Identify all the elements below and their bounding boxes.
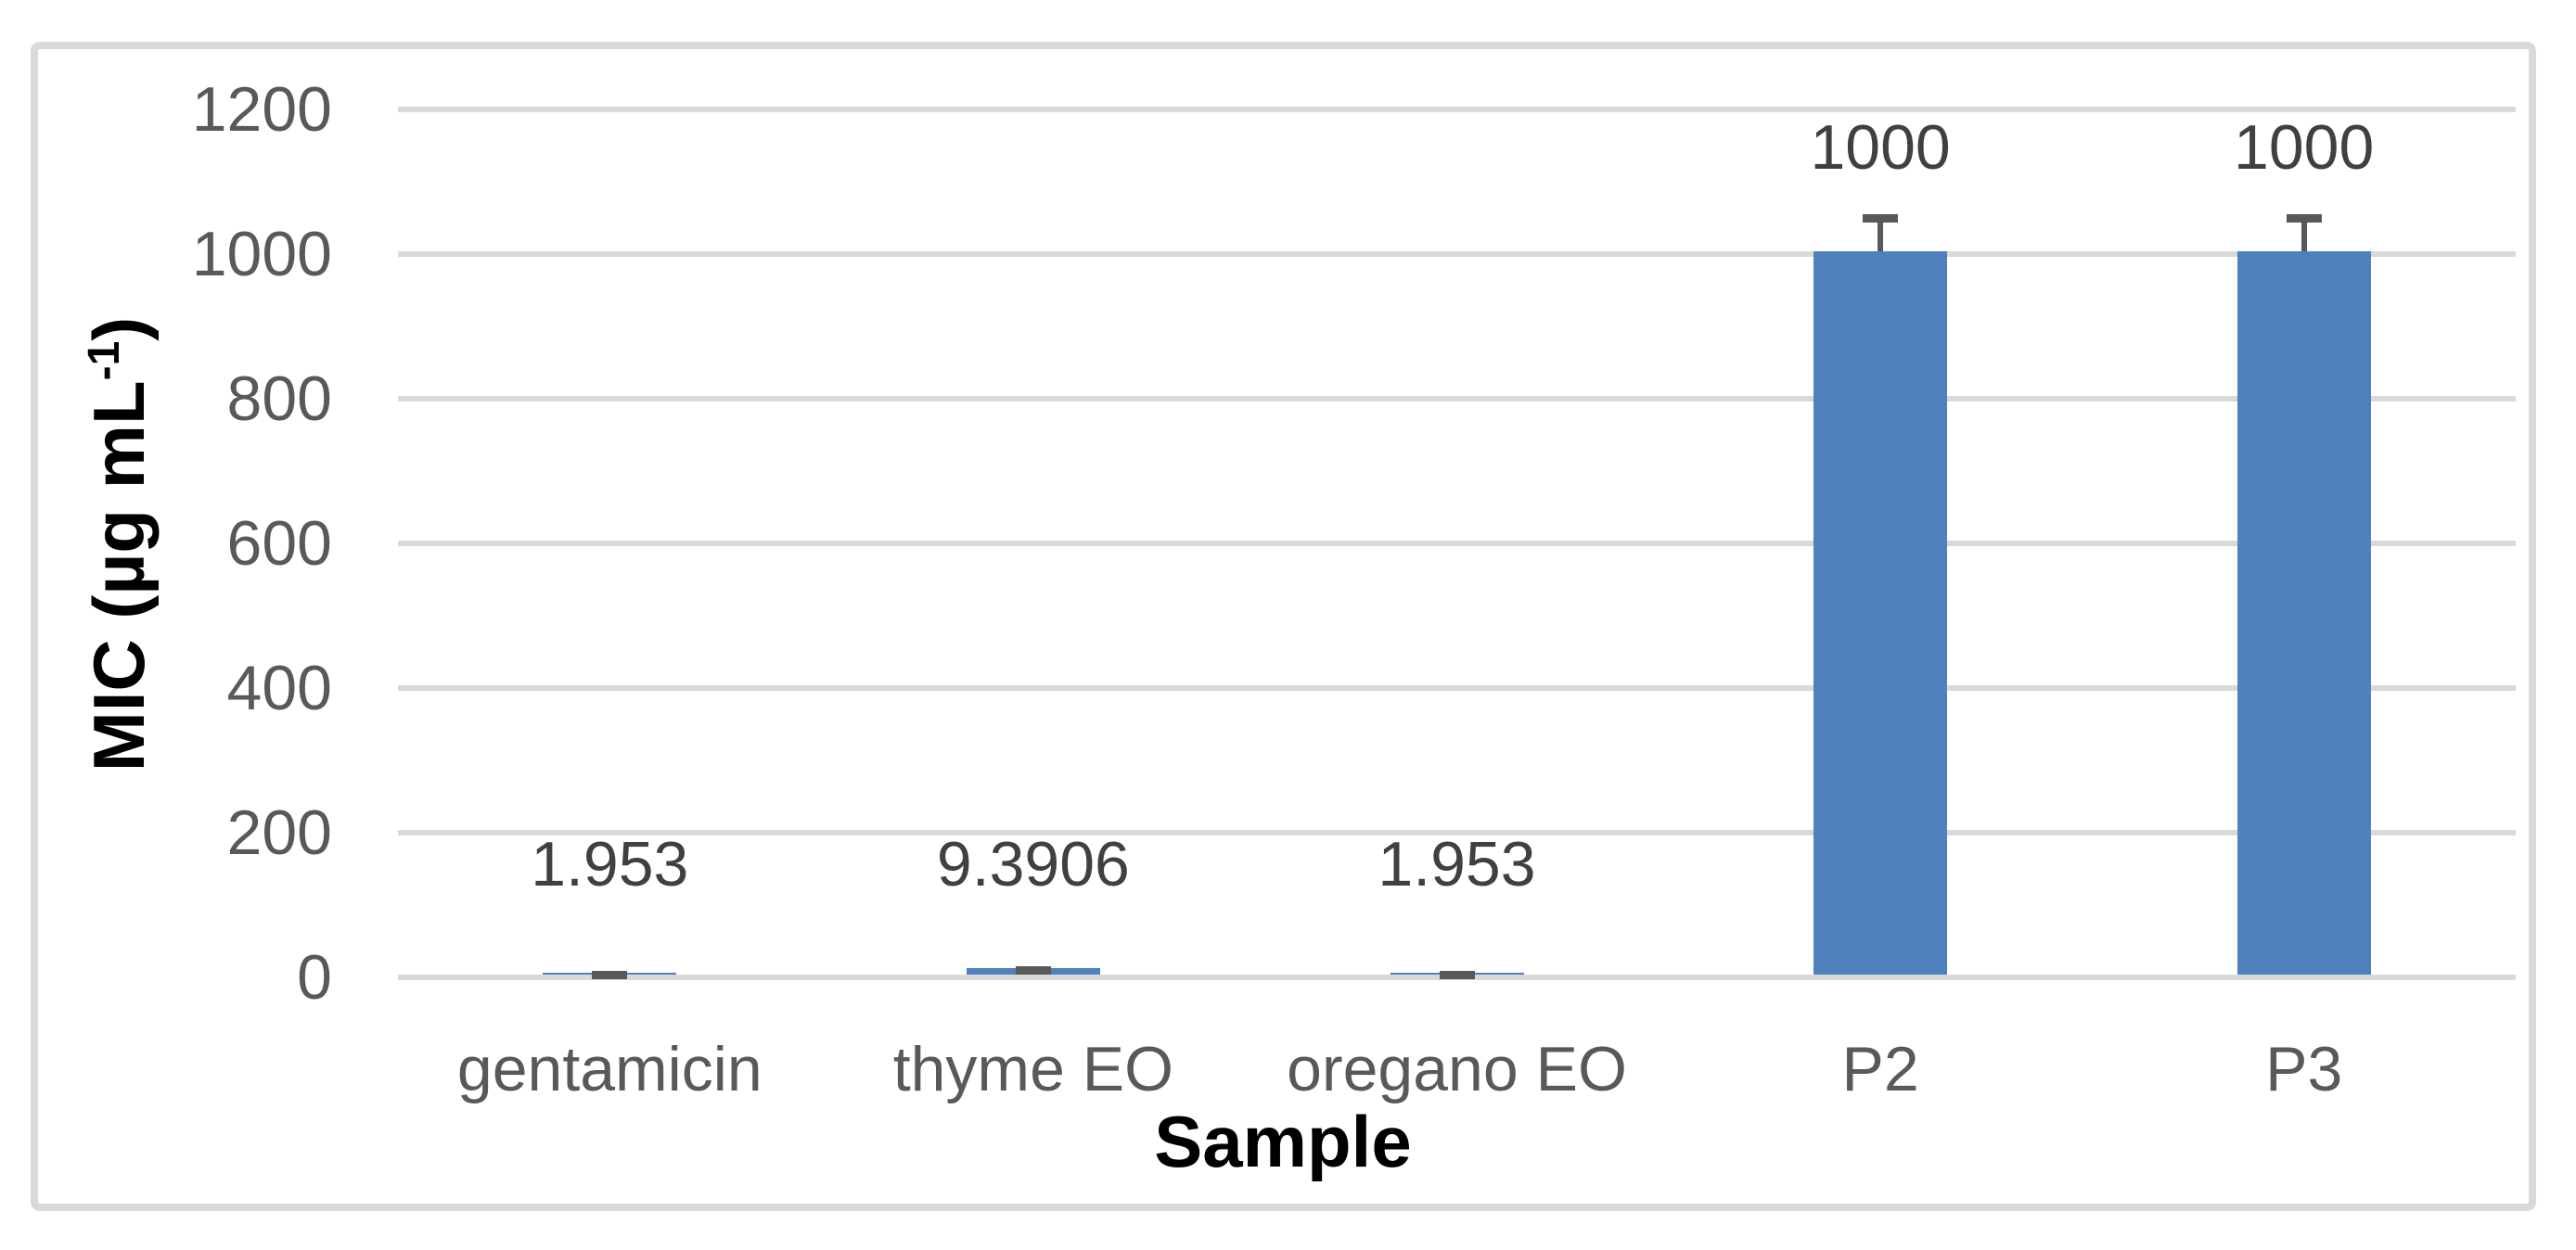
- data-label-p3: 1000: [2234, 112, 2375, 183]
- gridline-600: [398, 541, 2516, 546]
- data-label-thyme-eo: 9.3906: [936, 829, 1130, 899]
- x-category-label-p3: P3: [2265, 1034, 2343, 1104]
- gridline-400: [398, 685, 2516, 691]
- bar-p3: [2236, 251, 2371, 975]
- gridline-1000: [398, 251, 2516, 257]
- chart-border-frame: [31, 42, 2536, 1211]
- gridline-800: [398, 396, 2516, 402]
- gridline-1200: [398, 107, 2516, 112]
- y-tick-label-800: 800: [226, 364, 332, 434]
- y-axis-title: MIC (µg mL-1): [76, 220, 161, 869]
- data-label-oregano-eo: 1.953: [1378, 829, 1536, 899]
- x-category-label-thyme-eo: thyme EO: [892, 1034, 1174, 1104]
- y-tick-label-0: 0: [297, 942, 332, 1013]
- error-bar-stem-p3: [2300, 218, 2307, 251]
- x-category-label-gentamicin: gentamicin: [456, 1034, 763, 1104]
- y-axis-title-suffix: ): [78, 316, 160, 341]
- data-label-gentamicin: 1.953: [531, 829, 689, 899]
- x-category-label-oregano-eo: oregano EO: [1287, 1034, 1627, 1104]
- error-bar-cap-gentamicin: [592, 970, 628, 979]
- bar-p2: [1813, 251, 1948, 975]
- gridline-200: [398, 830, 2516, 835]
- error-bar-cap-thyme-eo: [1015, 965, 1051, 975]
- y-tick-label-1200: 1200: [191, 74, 332, 145]
- y-axis-title-superscript: -1: [80, 340, 129, 381]
- data-label-p2: 1000: [1810, 112, 1951, 183]
- y-tick-label-1000: 1000: [191, 219, 332, 289]
- x-axis-title: Sample: [1154, 1101, 1412, 1182]
- error-bar-cap-oregano-eo: [1439, 970, 1475, 979]
- y-tick-label-400: 400: [226, 653, 332, 723]
- x-category-label-p2: P2: [1841, 1034, 1919, 1104]
- y-axis-title-text: MIC (µg mL: [78, 380, 160, 772]
- error-bar-stem-p2: [1878, 218, 1884, 251]
- y-tick-label-200: 200: [226, 797, 332, 868]
- y-tick-label-600: 600: [226, 508, 332, 579]
